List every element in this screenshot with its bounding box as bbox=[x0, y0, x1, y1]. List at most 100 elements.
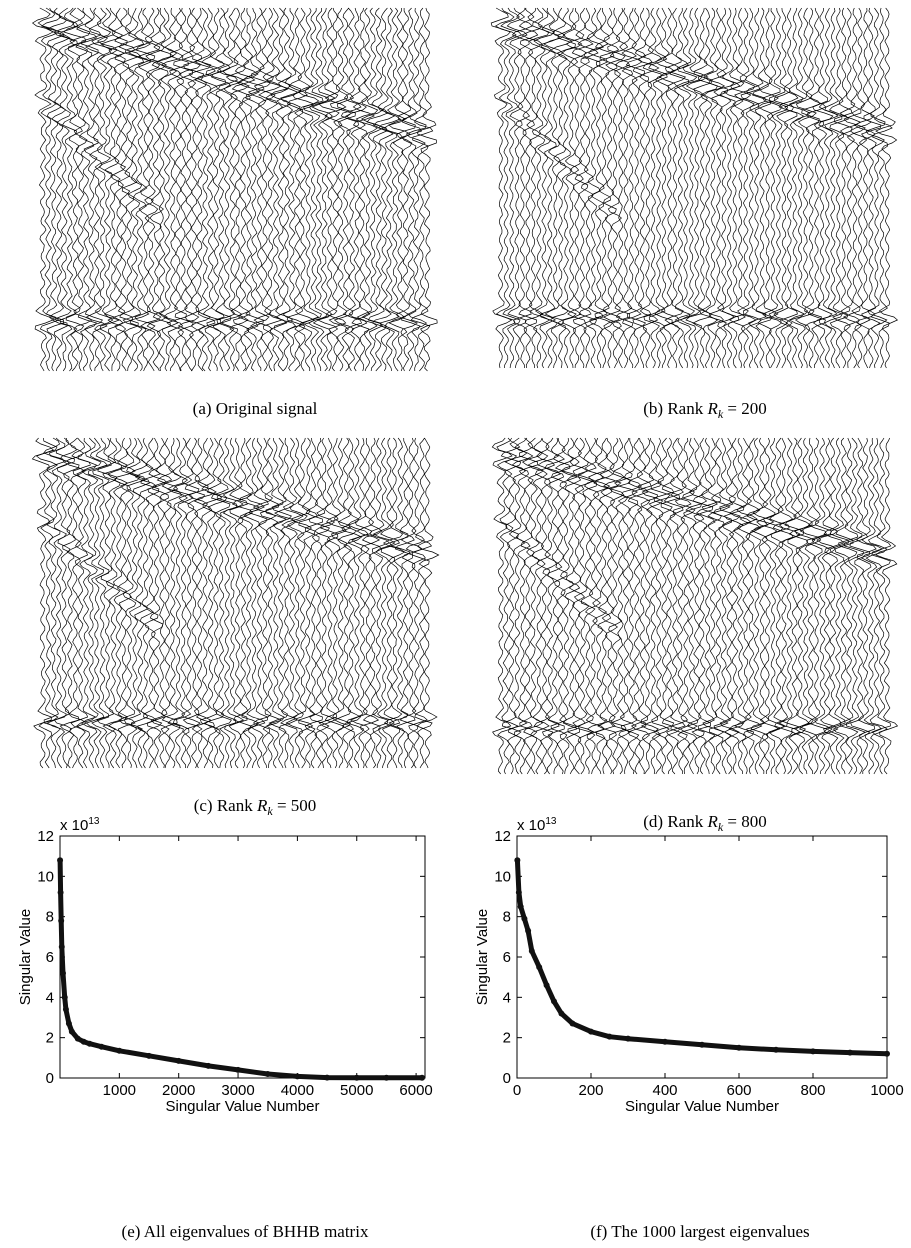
trace bbox=[416, 437, 440, 769]
data-point bbox=[86, 1040, 93, 1047]
trace bbox=[298, 437, 318, 769]
chart: 0 2 4 6 8 10 12 1000 2000 3000 4000 5000 6000 Singula… bbox=[17, 816, 433, 1115]
trace bbox=[660, 437, 681, 775]
trace bbox=[768, 437, 790, 775]
data-line bbox=[57, 857, 425, 1081]
trace bbox=[138, 7, 162, 372]
trace bbox=[231, 437, 253, 769]
trace bbox=[818, 7, 839, 369]
trace bbox=[807, 437, 828, 775]
trace bbox=[302, 7, 324, 372]
trace bbox=[417, 7, 438, 372]
x-axis-label: Singular Value Number bbox=[166, 1098, 320, 1115]
trace bbox=[860, 437, 883, 775]
trace bbox=[543, 7, 566, 369]
data-point bbox=[264, 1070, 271, 1077]
trace bbox=[664, 7, 687, 369]
x-tick-label: 5000 bbox=[340, 1082, 373, 1099]
trace bbox=[243, 437, 266, 769]
trace bbox=[554, 437, 578, 775]
data-point bbox=[146, 1052, 153, 1059]
trace bbox=[118, 437, 141, 769]
trace bbox=[550, 437, 571, 775]
trace bbox=[614, 437, 639, 775]
trace bbox=[842, 7, 866, 369]
trace bbox=[669, 7, 690, 369]
trace bbox=[69, 7, 93, 372]
trace bbox=[757, 7, 779, 369]
trace bbox=[242, 7, 265, 372]
trace bbox=[734, 437, 758, 775]
plot-frame bbox=[59, 835, 426, 1079]
caption: (a) Original signal bbox=[193, 399, 318, 418]
trace bbox=[708, 7, 728, 369]
trace bbox=[341, 437, 363, 769]
data-point bbox=[235, 1066, 242, 1073]
y-tick-label: 12 bbox=[37, 828, 54, 845]
trace bbox=[496, 437, 519, 775]
trace bbox=[788, 437, 812, 775]
trace bbox=[345, 7, 368, 372]
trace bbox=[861, 7, 882, 369]
data-point bbox=[57, 857, 64, 864]
trace bbox=[81, 7, 104, 372]
trace bbox=[772, 437, 794, 775]
trace bbox=[670, 437, 692, 775]
trace bbox=[51, 7, 76, 372]
caption: (f) The 1000 largest eigenvalues bbox=[590, 1222, 809, 1241]
trace bbox=[380, 437, 401, 769]
trace bbox=[253, 7, 276, 372]
trace bbox=[828, 7, 850, 369]
trace bbox=[91, 437, 112, 769]
y-tick-label: 2 bbox=[46, 1030, 54, 1047]
trace bbox=[160, 7, 184, 372]
trace bbox=[225, 7, 250, 372]
data-point bbox=[353, 1074, 360, 1081]
trace bbox=[333, 7, 356, 372]
trace bbox=[746, 437, 769, 775]
trace bbox=[161, 437, 183, 769]
trace bbox=[388, 437, 411, 769]
trace bbox=[127, 7, 152, 372]
caption-text: Rank bbox=[217, 796, 253, 815]
data-point bbox=[521, 915, 528, 922]
y-tick-label: 4 bbox=[503, 989, 511, 1006]
trace bbox=[597, 437, 622, 775]
seismic-panel bbox=[31, 7, 438, 372]
trace bbox=[46, 7, 71, 372]
caption-subscript: k bbox=[267, 804, 273, 818]
trace bbox=[216, 437, 238, 769]
trace bbox=[383, 7, 407, 372]
y-axis-label: Singular Value bbox=[474, 909, 491, 1005]
trace bbox=[275, 7, 298, 372]
trace bbox=[653, 437, 675, 775]
trace bbox=[324, 437, 347, 769]
trace bbox=[812, 7, 834, 369]
caption-symbol: R bbox=[706, 812, 718, 831]
trace bbox=[328, 7, 353, 372]
trace bbox=[685, 7, 709, 369]
seismic-panel bbox=[31, 437, 440, 769]
trace bbox=[31, 437, 55, 769]
trace bbox=[394, 437, 416, 769]
plot-frame bbox=[516, 835, 888, 1079]
data-point bbox=[116, 1047, 123, 1054]
data-point bbox=[736, 1044, 742, 1051]
caption-label: (d) bbox=[643, 812, 663, 831]
x-tick-label: 1000 bbox=[103, 1082, 136, 1099]
trace bbox=[500, 7, 523, 369]
trace bbox=[292, 7, 316, 372]
trace bbox=[674, 437, 698, 775]
seismic-panel bbox=[490, 7, 899, 369]
trace bbox=[333, 437, 358, 769]
trace bbox=[231, 7, 256, 372]
data-point bbox=[536, 964, 543, 971]
trace bbox=[258, 7, 283, 372]
trace bbox=[674, 7, 698, 369]
caption-text: = 500 bbox=[277, 796, 316, 815]
data-point bbox=[61, 994, 68, 1001]
trace bbox=[285, 437, 308, 769]
trace bbox=[614, 7, 637, 369]
trace bbox=[773, 7, 794, 369]
data-point bbox=[59, 970, 66, 977]
